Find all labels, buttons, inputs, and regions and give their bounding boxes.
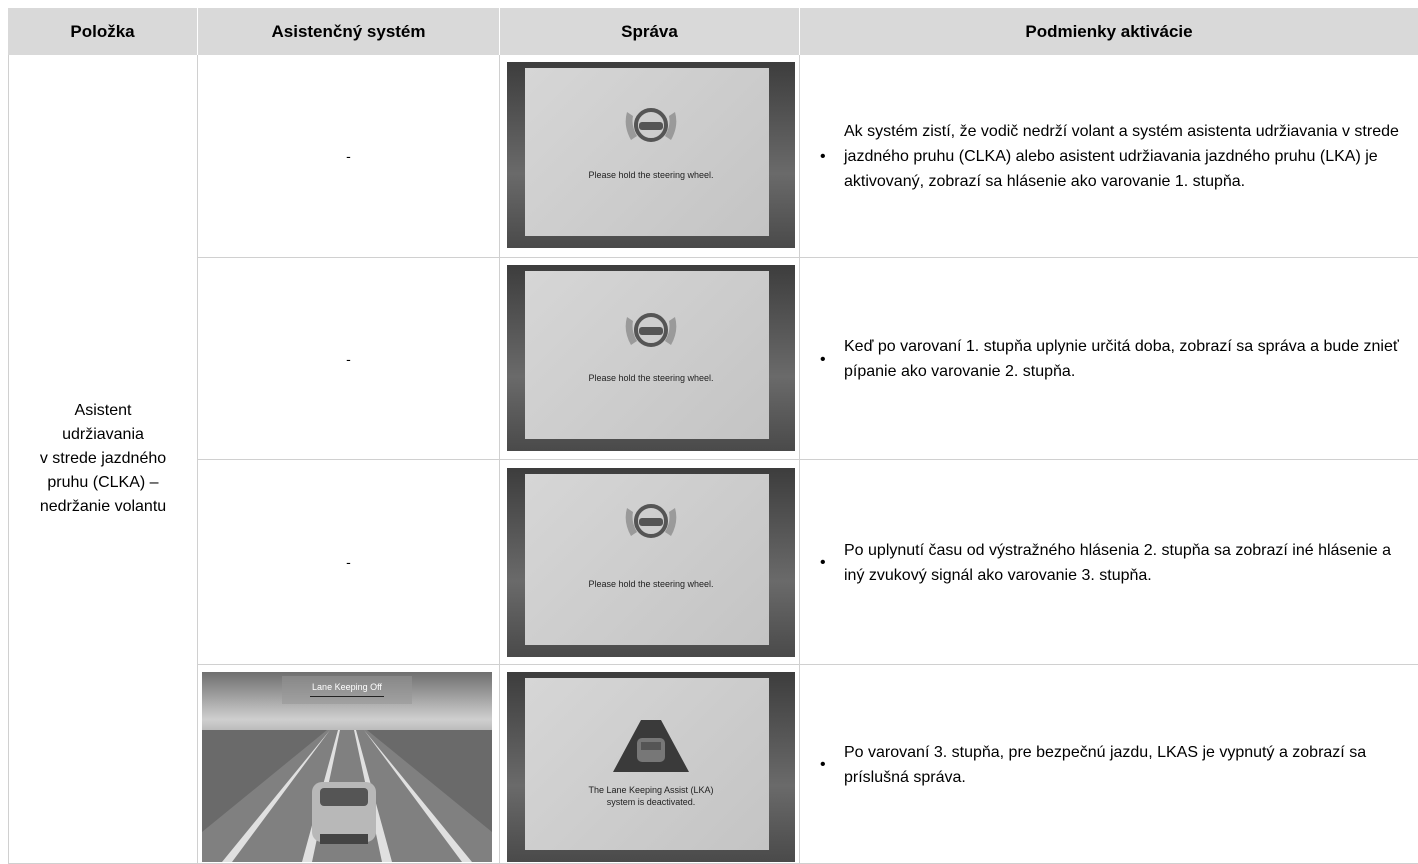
message-text: The Lane Keeping Assist (LKA) system is …	[507, 784, 795, 808]
bullet: •	[820, 350, 826, 368]
condition-text: Ak systém zistí, že vodič nedrží volant …	[844, 123, 1399, 190]
bullet: •	[820, 554, 826, 571]
message-text: Please hold the steering wheel.	[588, 170, 714, 180]
header-cell: Asistenčný systém	[198, 8, 500, 55]
header-text: Správa	[621, 21, 678, 41]
message-cell	[500, 460, 800, 665]
message-image: The Lane Keeping Assist (LKA) system is …	[507, 672, 795, 862]
osd-line	[310, 696, 384, 697]
system-text: -	[346, 350, 351, 367]
condition: • Ak systém zistí, že vodič nedrží volant…	[820, 55, 1410, 258]
system-cell: -	[198, 258, 500, 460]
wheel-icon	[625, 108, 677, 142]
message-cell	[500, 55, 800, 258]
system-text: Lane Keeping Off	[312, 682, 382, 692]
message-text: Please hold the steering wheel.	[588, 373, 714, 383]
condition-text: Po varovaní 3. stupňa, pre bezpečnú jazd…	[844, 743, 1367, 786]
message-text: Please hold the steering wheel.	[588, 579, 714, 589]
header-text: Položka	[70, 21, 135, 41]
message-image: Please hold the steering wheel.	[507, 468, 795, 657]
wheel-icon	[625, 313, 677, 347]
screen-panel	[525, 474, 769, 645]
system-cell: -	[198, 55, 500, 258]
condition-text: Keď po varovaní 1. stupňa uplynie určitá…	[844, 338, 1399, 380]
item-line: Asistent	[74, 402, 132, 419]
screen-panel	[525, 271, 769, 439]
item-cell: Asistent udržiavania v strede jazdného p…	[8, 55, 198, 864]
header-cell: Správa	[500, 8, 800, 55]
condition: • Keď po varovaní 1. stupňa uplynie určit…	[820, 258, 1410, 460]
item-line: nedržanie volantu	[39, 498, 167, 515]
item-text: Asistent udržiavania v strede jazdného p…	[40, 399, 166, 519]
condition-cell	[800, 55, 1418, 258]
header-text: Asistenčný systém	[271, 21, 426, 41]
system-text: -	[346, 554, 351, 570]
message-line: The Lane Keeping Assist (LKA)	[588, 785, 714, 795]
header-cell: Podmienky aktivácie	[800, 8, 1418, 55]
condition: • Po uplynutí času od výstražného hláseni…	[820, 460, 1410, 665]
condition-text: Po uplynutí času od výstražného hlásenia…	[844, 541, 1392, 584]
message-line: system is deactivated.	[606, 797, 696, 807]
message-image: Please hold the steering wheel.	[507, 62, 795, 248]
road-scene	[202, 730, 492, 862]
system-cell: -	[198, 460, 500, 665]
screen-panel	[525, 68, 769, 236]
item-line: pruhu (CLKA) –	[47, 474, 159, 491]
wheel-icon	[625, 504, 677, 538]
item-line: v strede jazdného	[39, 450, 167, 467]
header-text: Podmienky aktivácie	[1025, 21, 1193, 41]
header-cell: Položka	[8, 8, 198, 55]
system-text: -	[346, 148, 351, 164]
message-cell	[500, 258, 800, 460]
condition: • Po varovaní 3. stupňa, pre bezpečnú jaz…	[820, 665, 1410, 864]
car-icon	[613, 720, 689, 772]
message-image: Please hold the steering wheel.	[507, 265, 795, 451]
condition-cell	[800, 258, 1418, 460]
condition-cell	[800, 460, 1418, 665]
bullet: •	[820, 756, 826, 773]
item-line: udržiavania	[62, 426, 144, 443]
assist-image: Lane Keeping Off	[202, 672, 492, 862]
osd-panel: Lane Keeping Off	[282, 676, 412, 704]
bullet: •	[820, 148, 826, 165]
